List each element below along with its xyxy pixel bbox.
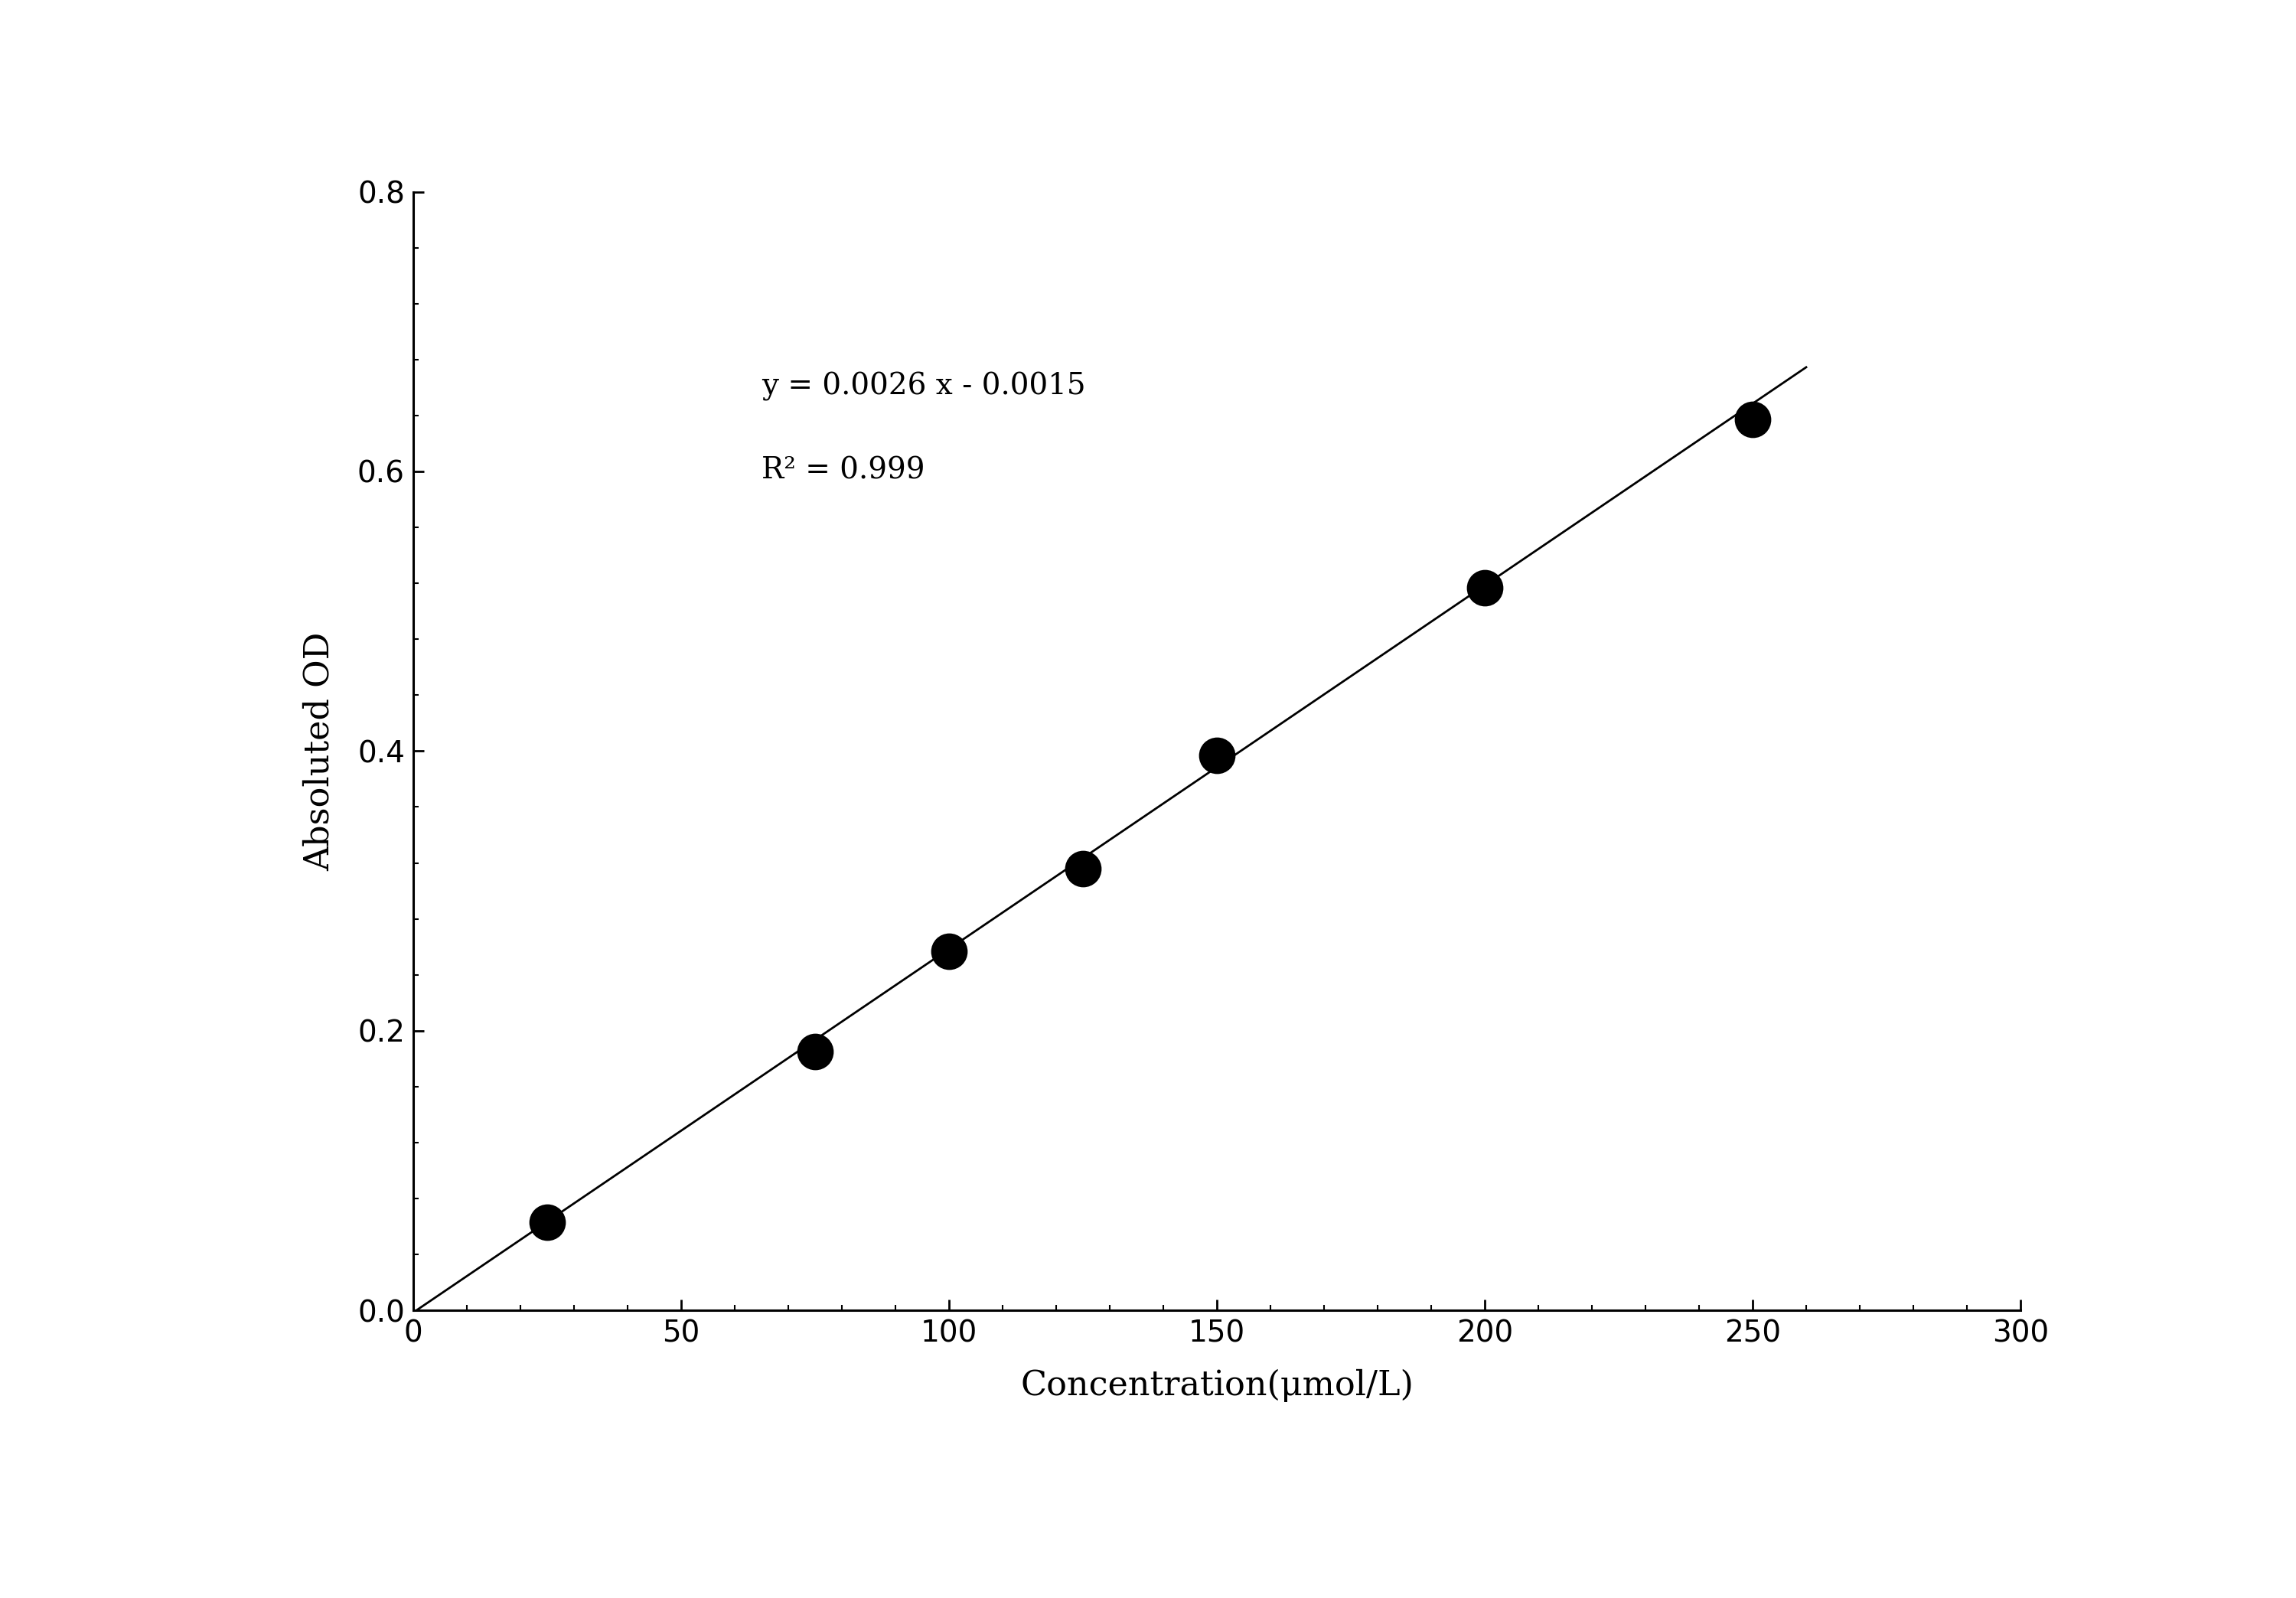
Text: y = 0.0026 x - 0.0015: y = 0.0026 x - 0.0015 (762, 372, 1086, 401)
Point (1467, 575, 1504, 601)
X-axis label: Concentration(μmol/L): Concentration(μmol/L) (1019, 1369, 1414, 1403)
Point (1065, 857, 1102, 882)
Point (930, 938, 967, 964)
Point (528, 1210, 565, 1235)
Point (1733, 407, 1770, 433)
Point (1199, 743, 1235, 769)
Text: R² = 0.999: R² = 0.999 (762, 455, 925, 484)
Point (797, 1039, 833, 1064)
Y-axis label: Absoluted OD: Absoluted OD (303, 631, 335, 871)
